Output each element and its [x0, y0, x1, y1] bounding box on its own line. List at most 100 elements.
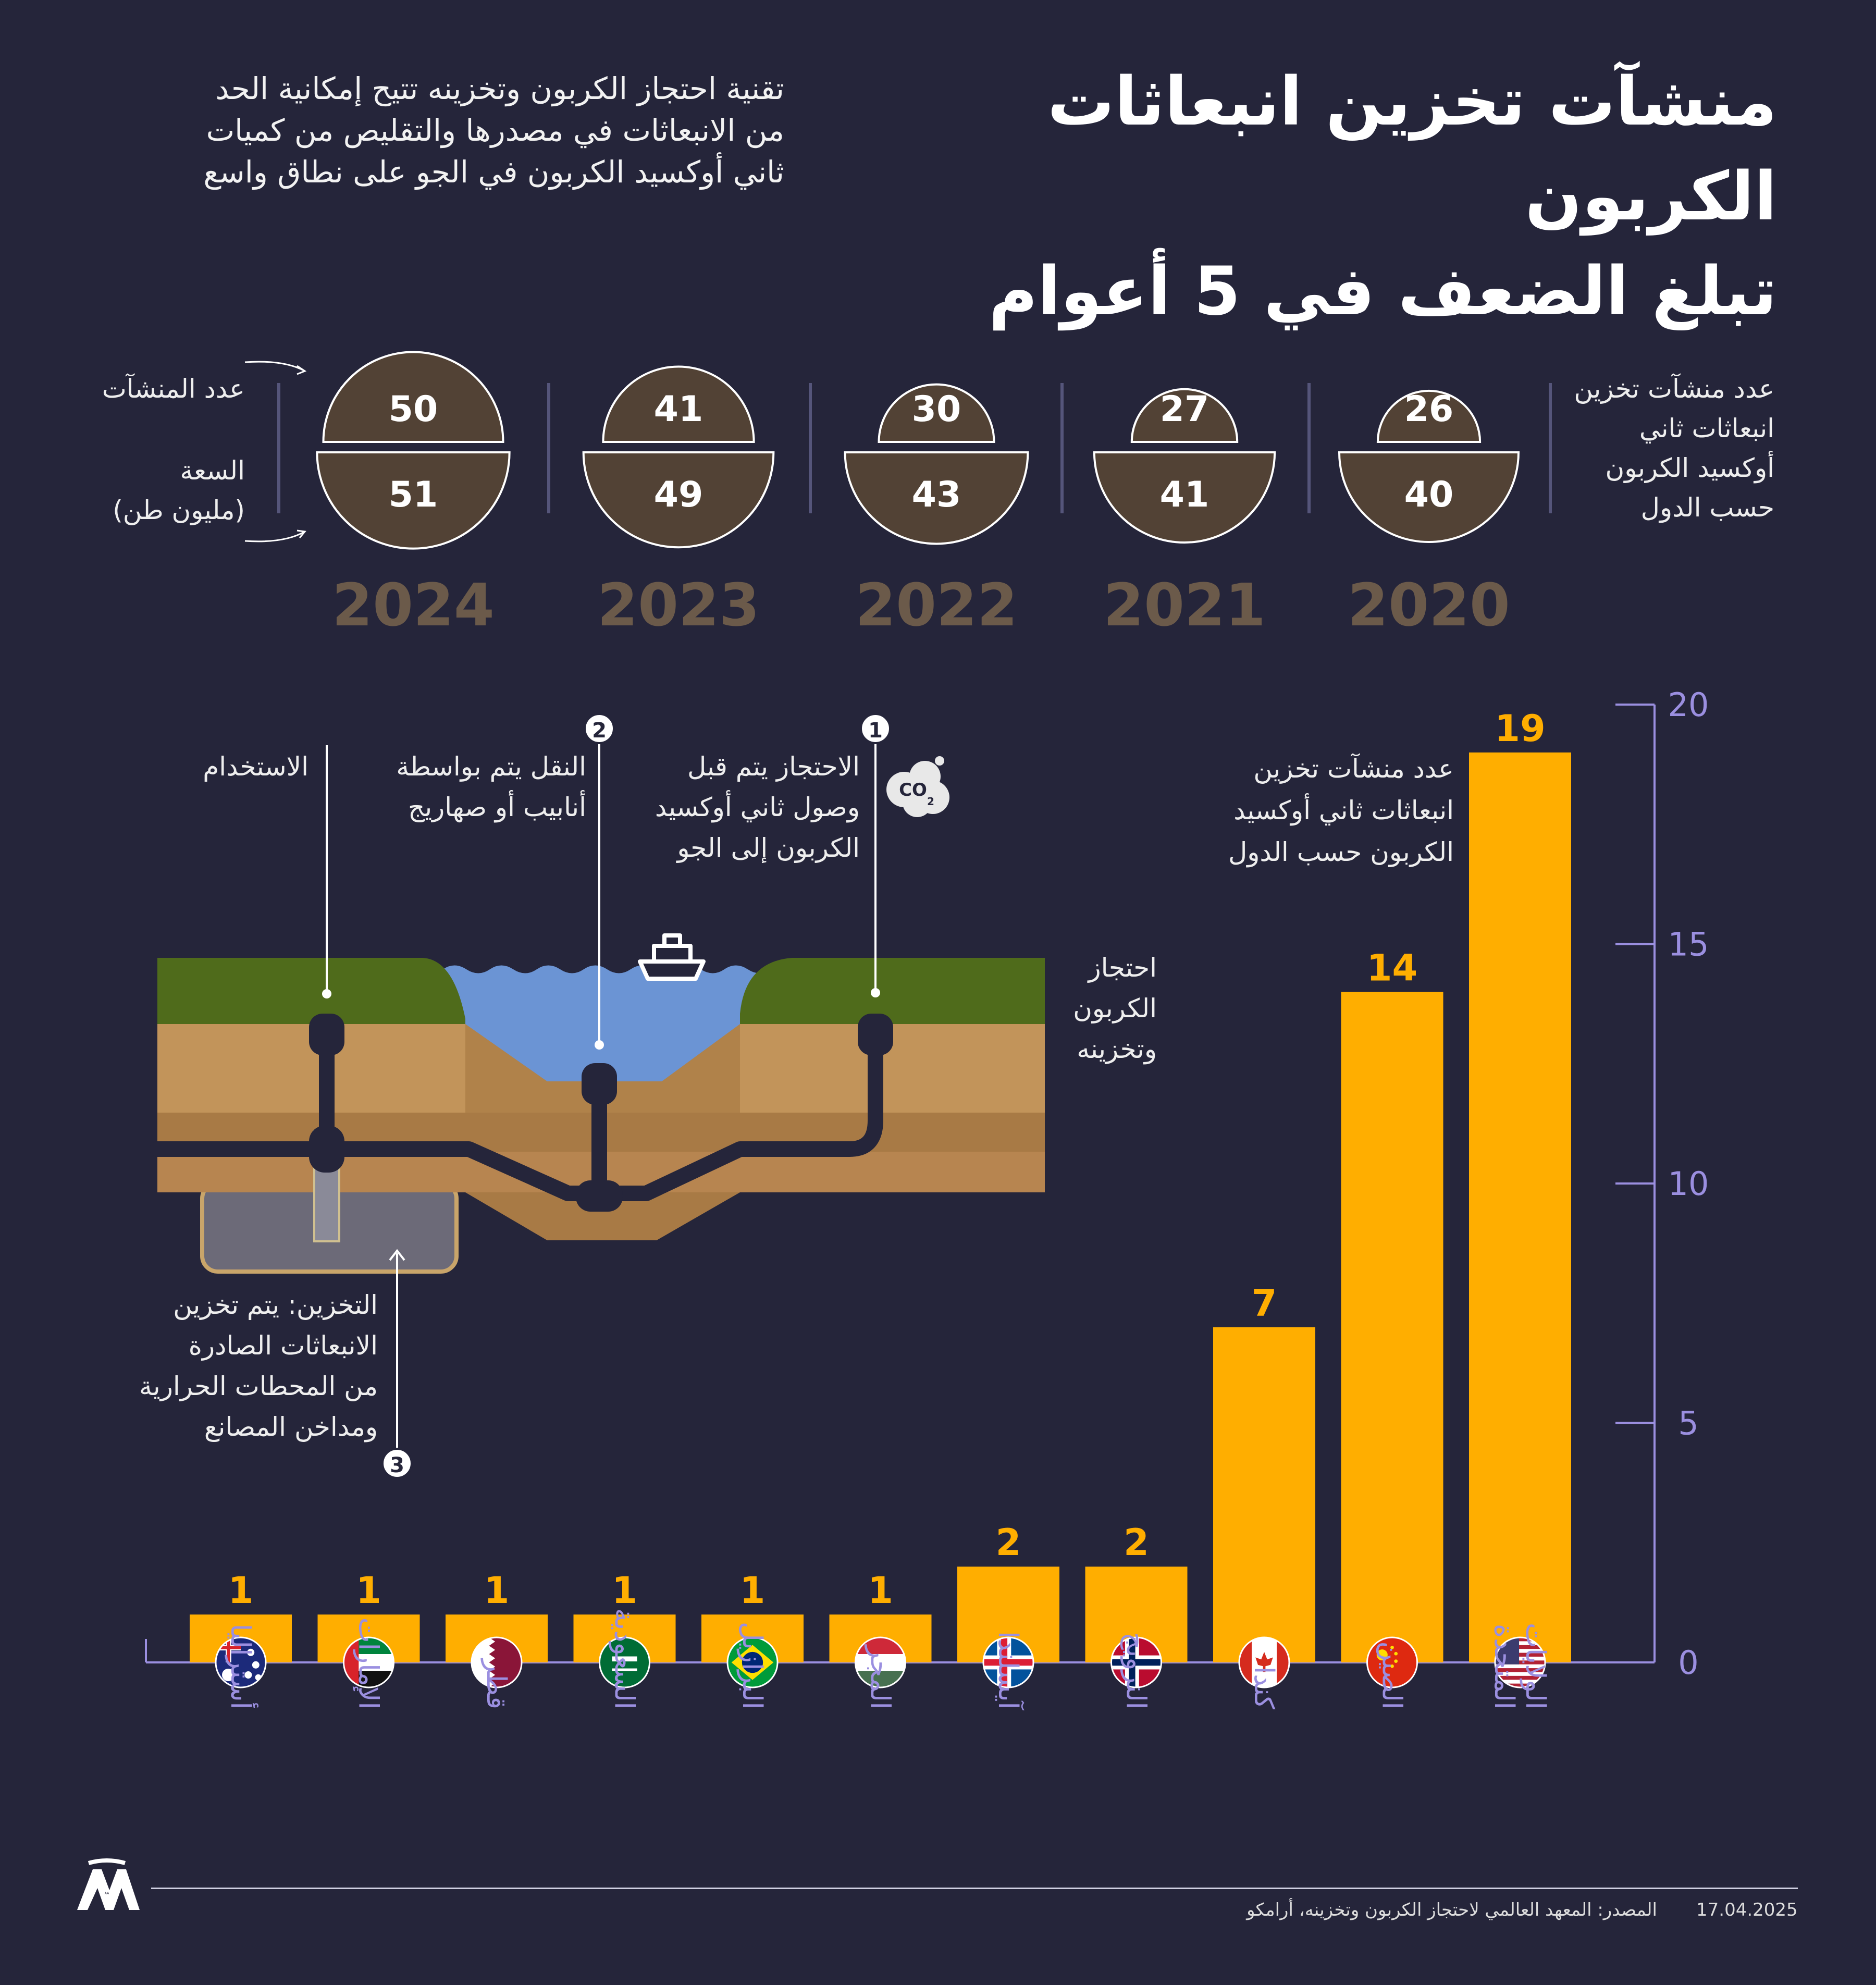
facilities-half-circle [602, 365, 755, 443]
year-label: 2022 [855, 572, 1018, 639]
note-line: وتخزينه [1077, 1034, 1157, 1064]
y-tick-label: 0 [1678, 1644, 1698, 1682]
capacity-half-circle [1338, 451, 1520, 543]
category-name: الولايات [1520, 1623, 1551, 1709]
subtitle-line: من الانبعاثات في مصدرها والتقليص من كميا… [206, 113, 784, 148]
facilities-value: 30 [912, 389, 961, 430]
bar-9 [1341, 992, 1443, 1662]
svg-text:1: 1 [868, 719, 883, 743]
land-grass [740, 958, 1045, 1032]
year-2020: 26 40 2020 [1338, 389, 1520, 639]
bar-value-label: 14 [1367, 946, 1417, 989]
x-tick-label: كندا [1248, 1667, 1279, 1709]
category-name: الصين [1376, 1641, 1408, 1709]
bar-value-label: 7 [1252, 1282, 1277, 1325]
facilities-label: عدد المنشآت [102, 374, 245, 404]
svg-text:AA: AA [105, 1892, 109, 1895]
capacity-half-circle [316, 451, 511, 550]
step-badge: 3 [381, 1448, 413, 1479]
ccs-diagram: 1 2 3 CO 2 [150, 713, 1045, 1479]
wellhead-icon [309, 1014, 344, 1055]
x-tick-label: النرويج [1120, 1632, 1152, 1709]
facilities-value: 50 [389, 389, 438, 430]
wellhead-icon [582, 1063, 617, 1105]
arrow-head-icon [297, 365, 307, 375]
pipe-junction-icon [309, 1126, 344, 1173]
facilities-half-circle [1376, 389, 1482, 443]
ship-icon [638, 933, 706, 981]
footer-date: 17.04.2025 [1696, 1900, 1798, 1920]
pointer-dot [322, 989, 331, 998]
year-label: 2023 [597, 572, 760, 639]
bar-value-label: 2 [1124, 1521, 1149, 1564]
soil-top-layer [157, 1024, 465, 1115]
capacity-value: 49 [654, 474, 704, 515]
step-badge: 1 [860, 713, 891, 744]
year-label: 2021 [1103, 572, 1266, 639]
note-line: الانبعاثات الصادرة [188, 1330, 378, 1361]
label-line: (مليون طن) [113, 495, 245, 525]
category-name: كندا [1248, 1667, 1279, 1709]
curved-arrow-icon [244, 361, 305, 372]
note-line: الاحتجاز يتم قبل [687, 751, 860, 782]
pointer-dot [595, 1040, 604, 1050]
note-line: عدد منشآت تخزين [1253, 754, 1454, 784]
year-label: 2024 [332, 572, 495, 639]
page-title: منشآت تخزين انبعاثات الكربون تبلغ الضعف … [891, 55, 1777, 339]
china-flag [1367, 1637, 1417, 1687]
canada-flag [1239, 1637, 1289, 1687]
facilities-half-circle [322, 351, 504, 443]
y-tick-label: 15 [1668, 926, 1709, 964]
category-name: البرازيل [736, 1622, 768, 1709]
title-line: منشآت تخزين انبعاثات الكربون [1047, 63, 1777, 236]
label-line: حسب الدول [1640, 492, 1774, 523]
category-name: المتحدة [1488, 1624, 1520, 1709]
wellhead-icon [858, 1014, 893, 1055]
facilities-value: 27 [1160, 389, 1209, 430]
x-tick-label: قطر [480, 1658, 512, 1709]
step-badge: 2 [584, 713, 615, 744]
australia-flag [216, 1637, 266, 1687]
svg-text:2: 2 [592, 719, 607, 743]
arrow-up-icon [389, 1249, 405, 1261]
pointer-dot [871, 988, 880, 997]
norway-flag [1111, 1637, 1162, 1687]
x-tick-label: المجر [865, 1644, 896, 1709]
co2-pipeline [150, 1029, 883, 1201]
bar-value-label: 1 [228, 1569, 254, 1612]
yearly-capacity-graphic: 50 51 2024 41 49 2023 30 43 2022 27 41 2021 26 40 2020 [244, 351, 1552, 639]
capacity-value: 40 [1404, 474, 1454, 515]
step3-text: التخزين: يتم تخزين الانبعاثات الصادرة من… [94, 1285, 378, 1447]
category-name: الإمارات [353, 1618, 384, 1709]
note-line: احتجاز [1088, 953, 1157, 983]
facilities-half-circle [878, 383, 995, 443]
category-name: آيسلندا [992, 1631, 1025, 1711]
year-2024: 50 51 2024 [316, 351, 511, 639]
label-line: انبعاثات ثاني [1639, 413, 1774, 443]
y-tick-label: 10 [1668, 1165, 1709, 1203]
note-line: الكربون [1073, 993, 1157, 1024]
category-name: المجر [865, 1644, 896, 1709]
yearly-right-label: عدد منشآت تخزين انبعاثات ثاني أوكسيد الك… [1514, 369, 1774, 527]
pipe-junction-icon [576, 1180, 623, 1212]
soil-top-layer [740, 1024, 1045, 1115]
bar-value-label: 1 [868, 1569, 893, 1612]
bar-value-label: 19 [1495, 707, 1545, 750]
x-tick-label: الإمارات [353, 1618, 384, 1709]
aa-logo-icon: AA [77, 1858, 140, 1910]
year-2021: 27 41 2021 [1093, 388, 1276, 639]
bar-value-label: 1 [612, 1569, 637, 1612]
y-tick-label: 5 [1678, 1404, 1698, 1442]
diagram-side-label: احتجاز الكربون وتخزينه [1021, 947, 1157, 1069]
subtitle-line: ثاني أوكسيد الكربون في الجو على نطاق واس… [203, 154, 784, 190]
label-line: أوكسيد الكربون [1605, 453, 1774, 483]
svg-text:CO: CO [899, 780, 927, 800]
subtitle-line: تقنية احتجاز الكربون وتخزينه تتيح إمكاني… [215, 71, 784, 106]
x-tick-label: آيسلندا [992, 1631, 1025, 1711]
usage-text: الاستخدام [203, 751, 308, 782]
note-line: الكربون حسب الدول [1228, 837, 1454, 867]
note-line: النقل يتم بواسطة [396, 751, 586, 782]
arrow-head-icon [297, 529, 306, 538]
chart-annotation: عدد منشآت تخزين انبعاثات ثاني أوكسيد الك… [1162, 748, 1454, 873]
